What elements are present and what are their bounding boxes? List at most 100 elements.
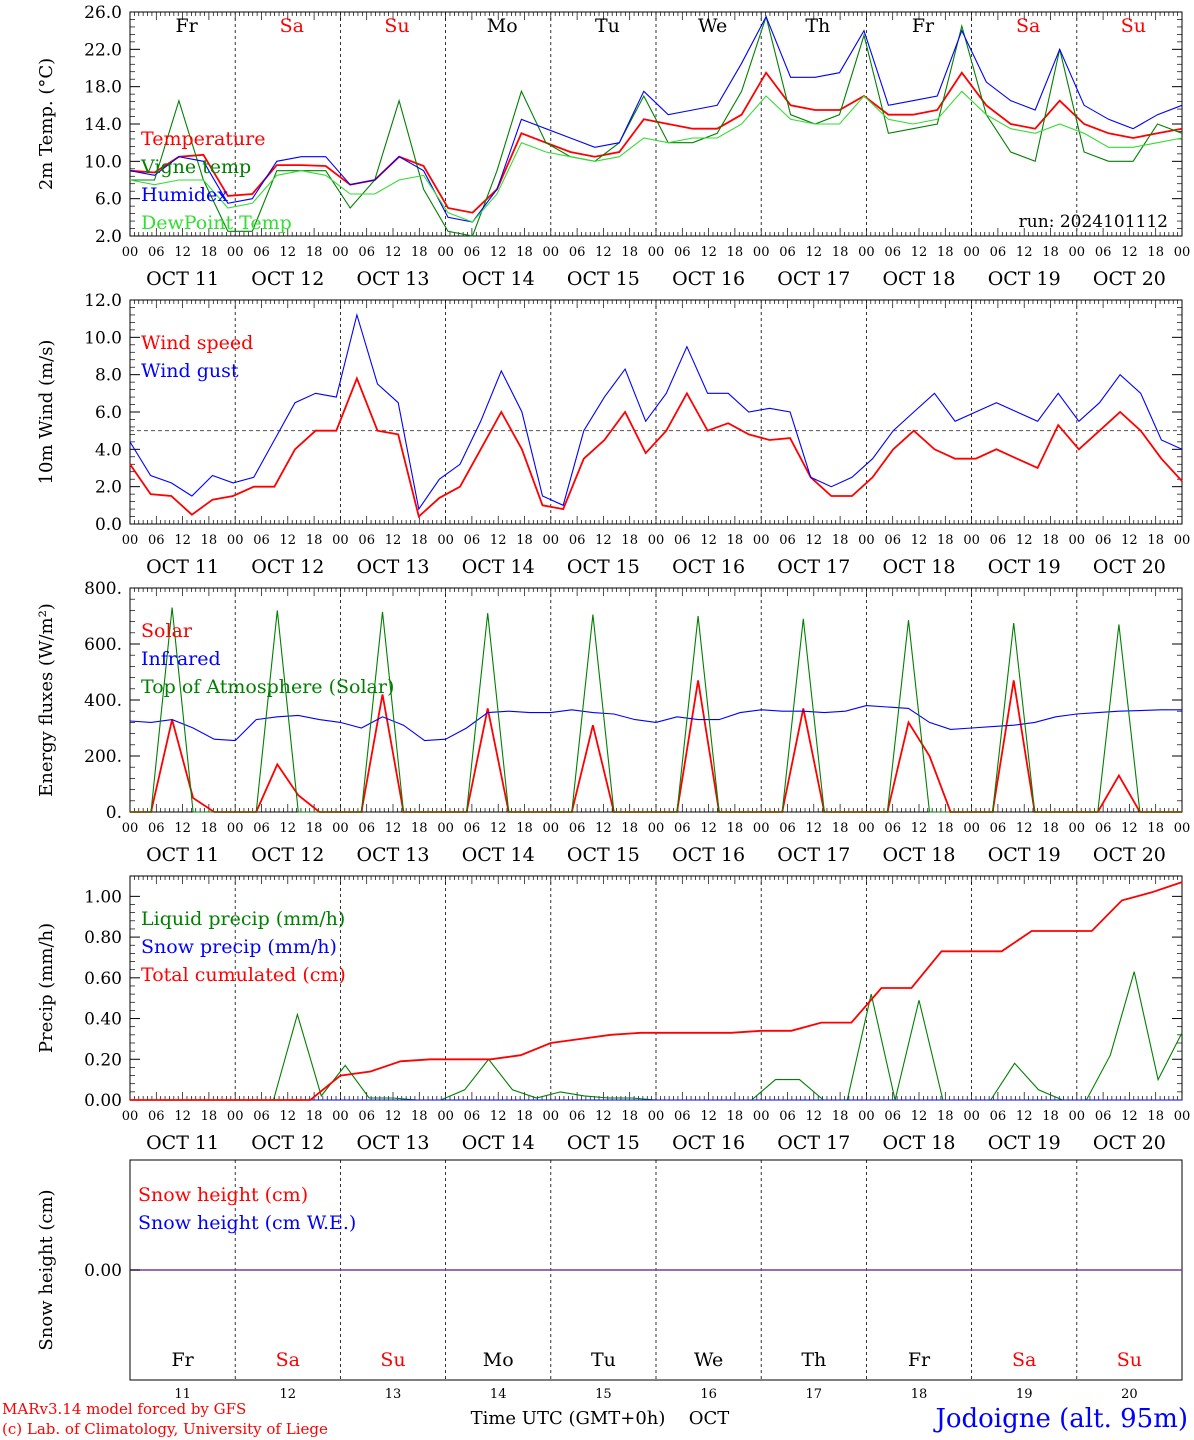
weekday-top: Fr	[175, 15, 198, 37]
y-tick-label: 800.	[84, 579, 122, 599]
x-hour-label: 06	[884, 533, 901, 548]
x-hour-label: 00	[227, 533, 244, 548]
x-hour-label: 18	[516, 1109, 533, 1124]
lab-credit: (c) Lab. of Climatology, University of L…	[2, 1420, 328, 1438]
x-hour-label: 06	[569, 533, 586, 548]
date-label: OCT 16	[672, 1132, 745, 1154]
x-axis-label: Time UTC (GMT+0h)	[471, 1408, 666, 1429]
x-hour-label: 18	[832, 821, 849, 836]
x-hour-label: 12	[280, 1109, 297, 1124]
x-hour-label: 18	[411, 245, 428, 260]
y-tick-label: 12.0	[84, 291, 122, 311]
weekday-bottom: Sa	[276, 1349, 300, 1371]
y-tick-label: 10.0	[84, 328, 122, 348]
x-hour-label: 12	[806, 533, 823, 548]
date-label: OCT 16	[672, 844, 745, 866]
x-hour-label: 18	[1042, 245, 1059, 260]
y-axis-label: 2m Temp. (°C)	[36, 58, 57, 190]
x-hour-label: 18	[306, 245, 323, 260]
date-label: OCT 11	[146, 556, 219, 578]
legend-entry: Infrared	[141, 648, 221, 670]
series-line-temperature	[129, 71, 1183, 214]
x-hour-label: 00	[543, 1109, 560, 1124]
x-hour-label: 12	[595, 1109, 612, 1124]
x-hour-label: 12	[700, 533, 717, 548]
y-tick-label: 22.0	[84, 40, 122, 60]
x-hour-label: 06	[990, 245, 1007, 260]
y-axis-label: Precip (mm/h)	[36, 923, 57, 1053]
x-hour-label: 12	[1016, 533, 1033, 548]
weekday-bottom: Tu	[591, 1349, 616, 1371]
x-hour-label: 00	[122, 1109, 139, 1124]
x-hour-label: 18	[516, 533, 533, 548]
x-hour-label: 00	[1069, 821, 1086, 836]
x-hour-label: 06	[148, 245, 165, 260]
date-label: OCT 13	[356, 1132, 429, 1154]
x-hour-label: 18	[516, 821, 533, 836]
date-label: OCT 19	[988, 844, 1061, 866]
weekday-top: Fr	[912, 15, 935, 37]
x-hour-label: 06	[464, 245, 481, 260]
date-label: OCT 12	[251, 1132, 324, 1154]
x-hour-label: 18	[727, 821, 744, 836]
weekday-top: Sa	[280, 15, 304, 37]
y-tick-label: 0.0	[95, 515, 122, 535]
x-hour-label: 00	[543, 245, 560, 260]
date-label: OCT 13	[356, 844, 429, 866]
series-line-humidex	[129, 15, 1183, 223]
x-hour-label: 06	[674, 245, 691, 260]
date-label: OCT 19	[988, 556, 1061, 578]
x-hour-label: 00	[1069, 1109, 1086, 1124]
legend-entry: Top of Atmosphere (Solar)	[141, 676, 394, 698]
series-line-vigne-temp	[130, 14, 1183, 237]
x-hour-label: 18	[832, 533, 849, 548]
x-hour-label: 18	[727, 533, 744, 548]
y-tick-label: 0.20	[84, 1050, 122, 1070]
model-credit: MARv3.14 model forced by GFS	[2, 1400, 246, 1418]
date-label: OCT 15	[567, 556, 640, 578]
x-hour-label: 00	[753, 245, 770, 260]
x-hour-label: 00	[437, 533, 454, 548]
x-hour-label: 12	[806, 821, 823, 836]
date-label: OCT 19	[988, 268, 1061, 290]
x-hour-label: 00	[543, 533, 560, 548]
x-hour-label: 06	[569, 245, 586, 260]
x-hour-label: 18	[621, 533, 638, 548]
x-hour-label: 18	[411, 1109, 428, 1124]
x-hour-label: 18	[937, 1109, 954, 1124]
y-tick-label: 0.	[106, 803, 122, 823]
x-hour-label: 12	[280, 245, 297, 260]
panel-5: 0.00 Snow height (cm) Snow height (cm) Snow…	[36, 1159, 1183, 1381]
legend-entry: Wind speed	[141, 332, 253, 354]
x-hour-label: 00	[963, 821, 980, 836]
y-tick-label: 8.0	[95, 366, 122, 386]
day-number: 15	[595, 1387, 612, 1402]
x-hour-label: 00	[858, 1109, 875, 1124]
x-hour-label: 18	[1147, 1109, 1164, 1124]
x-hour-label: 18	[621, 1109, 638, 1124]
date-label: OCT 12	[251, 844, 324, 866]
x-hour-label: 00	[963, 1109, 980, 1124]
date-label: OCT 12	[251, 556, 324, 578]
x-hour-label: 06	[464, 1109, 481, 1124]
series-line-wind-gust	[129, 312, 1183, 511]
x-hour-label: 00	[332, 821, 349, 836]
date-label: OCT 17	[777, 556, 850, 578]
weekday-bottom: Th	[801, 1349, 826, 1371]
legend-entry: Snow height (cm)	[138, 1184, 308, 1206]
y-tick-label: 0.80	[84, 928, 122, 948]
weekday-top: Th	[805, 15, 830, 37]
x-hour-label: 18	[832, 245, 849, 260]
x-hour-label: 12	[280, 533, 297, 548]
weekday-bottom: Su	[1117, 1349, 1142, 1371]
x-hour-label: 06	[779, 821, 796, 836]
x-hour-label: 06	[990, 533, 1007, 548]
weekday-top: Su	[384, 15, 409, 37]
x-hour-label: 06	[1095, 1109, 1112, 1124]
day-number: 18	[911, 1387, 928, 1402]
weekday-bottom: Fr	[908, 1349, 931, 1371]
x-hour-label: 00	[1174, 245, 1191, 260]
x-hour-label: 00	[858, 533, 875, 548]
x-hour-label: 06	[358, 821, 375, 836]
day-number: 11	[174, 1387, 191, 1402]
